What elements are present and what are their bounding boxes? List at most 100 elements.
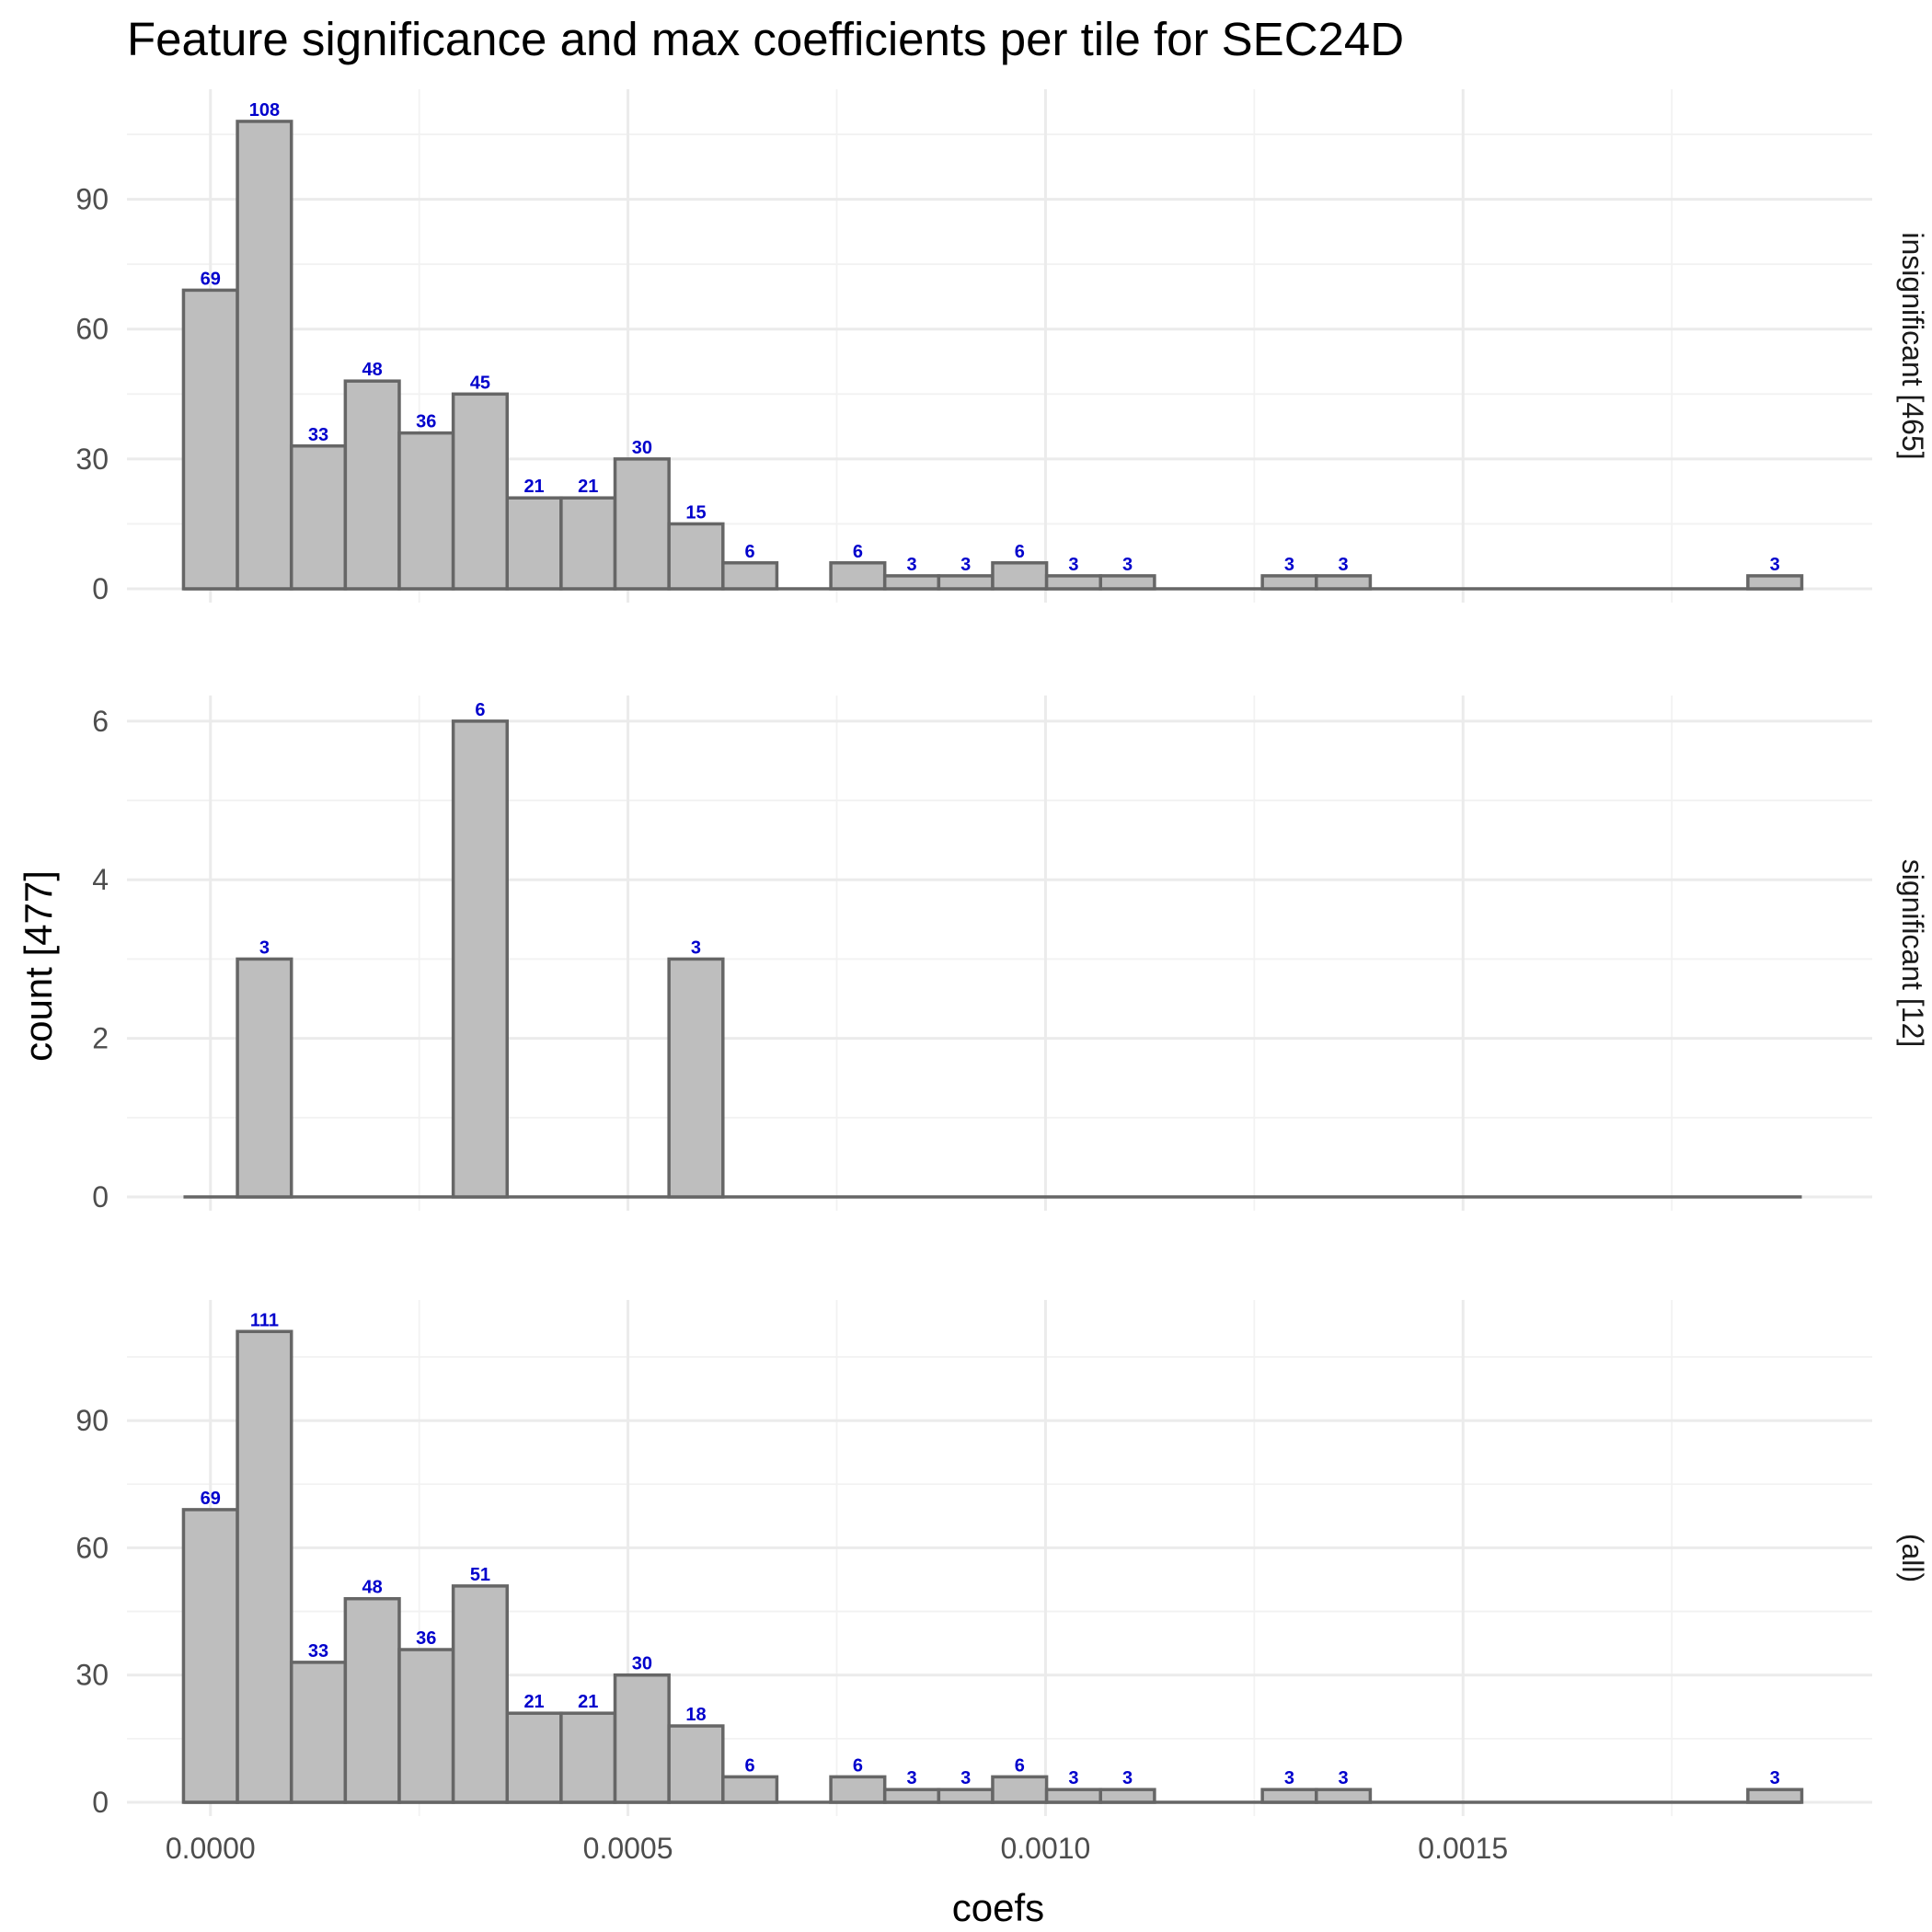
y-tick-label: 6 (92, 705, 109, 738)
x-axis: 0.0000 0.0005 0.0010 0.0015 (166, 1832, 1508, 1865)
bar-count-label: 3 (1122, 1768, 1133, 1788)
bar-count-label: 21 (523, 477, 544, 497)
bar-count-label: 3 (1284, 555, 1294, 575)
bar-count-label: 69 (201, 269, 221, 289)
y-tick-label: 30 (75, 1659, 109, 1692)
bar-count-label: 30 (632, 438, 652, 458)
bar-count-label: 3 (906, 555, 916, 575)
histogram-bar (937, 574, 995, 591)
histogram-bar (289, 444, 348, 591)
histogram-bar (451, 719, 510, 1199)
bar-count-label: 108 (249, 100, 280, 121)
histogram-bar (1044, 574, 1102, 591)
bar-count-label: 3 (259, 937, 270, 958)
histogram-bar (236, 1329, 293, 1804)
bar-count-label: 3 (1284, 1768, 1294, 1788)
y-tick-label: 60 (75, 313, 109, 346)
bar-count-label: 3 (1770, 555, 1780, 575)
x-axis-title: coefs (952, 1886, 1044, 1929)
bar-count-label: 3 (1770, 1768, 1780, 1788)
y-tick-label: 90 (75, 1404, 109, 1437)
y-tick-label: 0 (92, 1180, 109, 1213)
facet-strip-label: insignificant [465] (1896, 232, 1929, 459)
bar-count-label: 6 (1015, 1755, 1025, 1776)
histogram-bar (397, 431, 455, 591)
histogram-bar (667, 1724, 725, 1804)
bar-count-label: 3 (1339, 1768, 1349, 1788)
histogram-bar (991, 561, 1049, 591)
bar-count-label: 33 (308, 425, 328, 445)
bar-count-label: 33 (308, 1641, 328, 1662)
histogram-bar (1315, 1788, 1373, 1804)
bar-count-label: 18 (685, 1705, 706, 1725)
bar-count-label: 15 (685, 502, 706, 523)
x-tick-label: 0.0005 (583, 1832, 673, 1865)
histogram-bar (343, 1596, 401, 1804)
chart-title: Feature significance and max coefficient… (127, 13, 1404, 65)
bar-count-label: 3 (1068, 555, 1078, 575)
bar-count-label: 6 (1015, 542, 1025, 562)
histogram-bar (289, 1661, 348, 1804)
histogram-bar (181, 1508, 239, 1804)
histogram-bar (397, 1648, 455, 1804)
y-tick-label: 90 (75, 183, 109, 216)
bar-count-label: 48 (362, 360, 383, 380)
y-axis-title: count [477] (17, 870, 60, 1062)
bar-count-label: 21 (578, 477, 598, 497)
histogram-bar (991, 1775, 1049, 1804)
histogram-bar (829, 1775, 887, 1804)
bar-count-label: 36 (416, 1628, 436, 1649)
bar-count-label: 45 (470, 373, 490, 393)
histogram-bar (181, 288, 239, 591)
bar-count-label: 3 (1122, 555, 1133, 575)
bar-count-label: 3 (906, 1768, 916, 1788)
bar-count-label: 3 (691, 937, 701, 958)
bar-count-label: 48 (362, 1578, 383, 1598)
facet-strip-label: significant [12] (1896, 859, 1929, 1048)
bar-count-label: 51 (470, 1565, 490, 1585)
bar-count-label: 69 (201, 1489, 221, 1509)
bar-count-label: 6 (475, 700, 485, 720)
histogram-bar (1098, 574, 1156, 591)
histogram-bar (1315, 574, 1373, 591)
bar-count-label: 6 (745, 542, 755, 562)
histogram-bar (667, 522, 725, 591)
bar-count-label: 3 (960, 555, 971, 575)
x-tick-label: 0.0000 (166, 1832, 256, 1865)
histogram-bar (1260, 1788, 1318, 1804)
bar-count-label: 6 (853, 542, 863, 562)
histogram-bar (451, 1584, 510, 1804)
histogram-bar (667, 957, 725, 1199)
histogram-bar (559, 1711, 617, 1804)
histogram-bar (343, 379, 401, 591)
facet-strip-label: (all) (1896, 1534, 1929, 1582)
histogram-bar (613, 1673, 671, 1804)
y-tick-label: 60 (75, 1531, 109, 1564)
bar-count-label: 111 (250, 1310, 279, 1330)
histogram-bar (559, 496, 617, 591)
histogram-bar (882, 574, 941, 591)
histogram-bar (882, 1788, 941, 1804)
bar-count-label: 36 (416, 412, 436, 432)
histogram-bar (1746, 1788, 1804, 1804)
histogram-bar (236, 957, 293, 1199)
histogram-bar (451, 392, 510, 591)
histogram-bar (1746, 574, 1804, 591)
histogram-bar (937, 1788, 995, 1804)
histogram-bar (613, 457, 671, 591)
bar-count-label: 6 (853, 1755, 863, 1776)
histogram-bar (1098, 1788, 1156, 1804)
bar-count-label: 21 (578, 1692, 598, 1712)
histogram-bar (721, 1775, 779, 1804)
histogram-bar (1260, 574, 1318, 591)
histogram-bar (721, 561, 779, 591)
bar-count-label: 30 (632, 1654, 652, 1674)
y-tick-label: 30 (75, 443, 109, 476)
histogram-bar (829, 561, 887, 591)
histogram-bar (505, 496, 563, 591)
bar-count-label: 3 (960, 1768, 971, 1788)
x-tick-label: 0.0010 (1000, 1832, 1090, 1865)
